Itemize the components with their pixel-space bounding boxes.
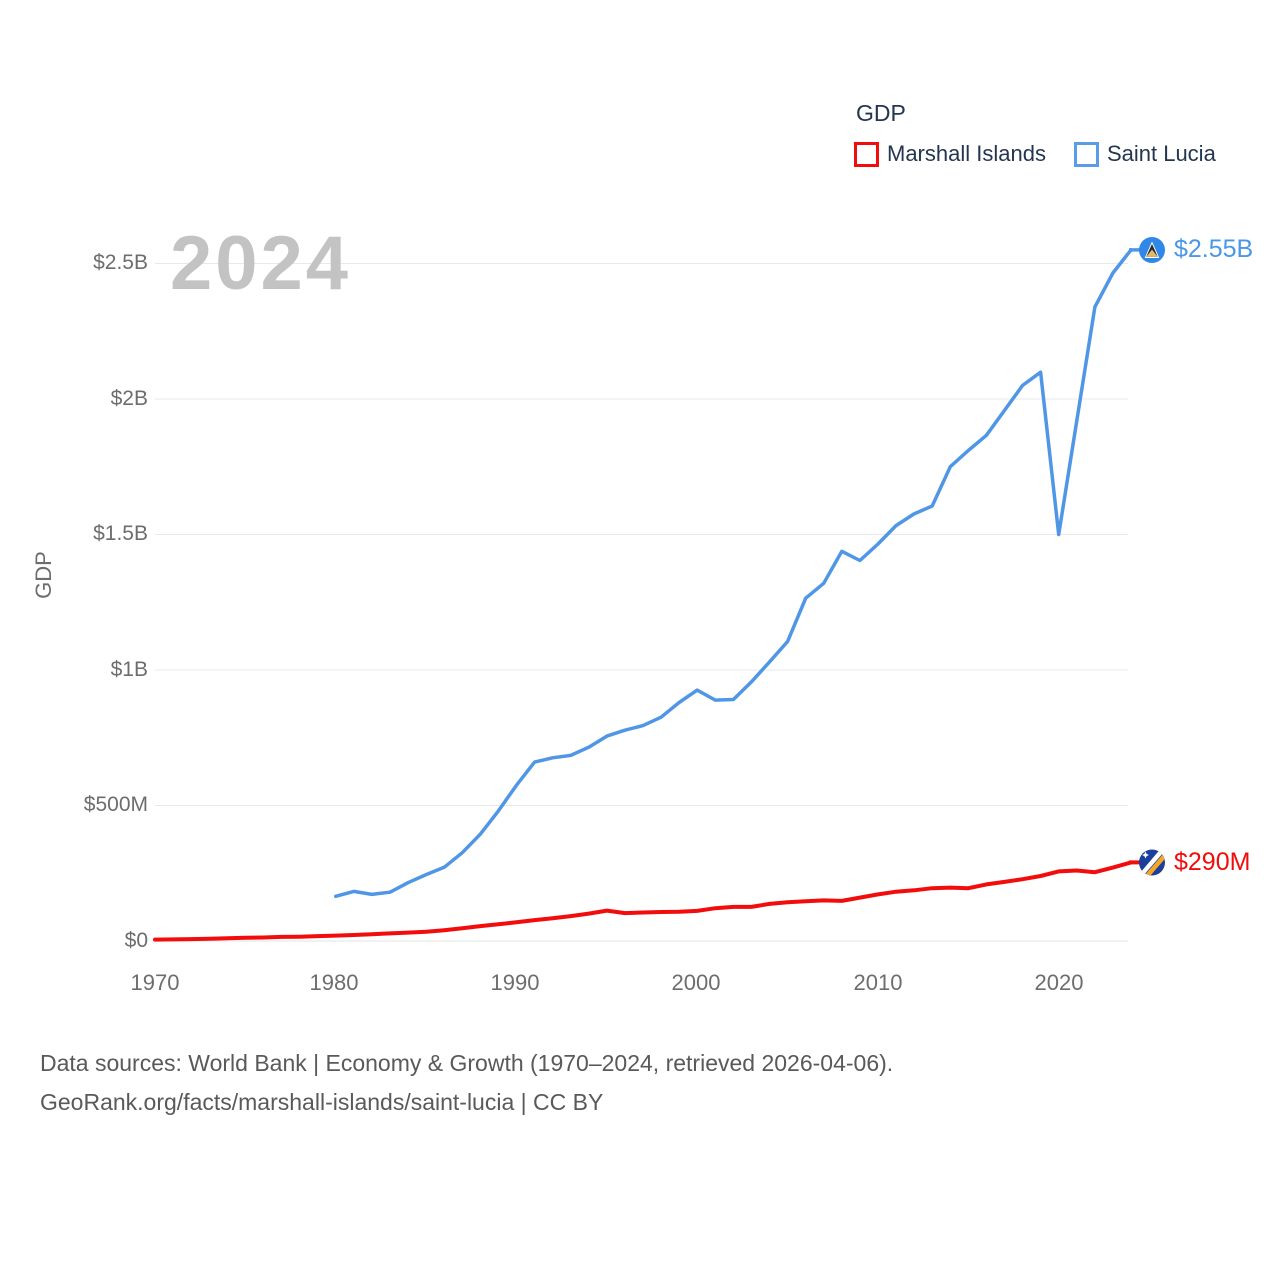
chart-title: GDP [856,100,906,126]
gridlines [155,263,1128,942]
legend-label: Marshall Islands [887,141,1046,166]
legend-item-marshall-islands[interactable]: Marshall Islands [854,141,1046,167]
attribution-footer: Data sources: World Bank | Economy & Gro… [40,1044,893,1122]
x-tick-2020: 2020 [1034,970,1084,995]
x-tick-1980: 1980 [309,970,359,995]
legend-label: Saint Lucia [1106,141,1216,166]
saint-lucia-end-value: $2.55B [1174,235,1254,263]
x-tick-1990: 1990 [490,970,540,995]
source-url-line: GeoRank.org/facts/marshall-islands/saint… [40,1089,604,1115]
saint-lucia-swatch [1073,141,1099,167]
y-tick-2-5b: $2.5B [93,251,148,274]
y-tick-2b: $2B [110,387,148,410]
y-tick-1b: $1B [110,658,148,681]
marshall-islands-flag-icon [1139,849,1165,876]
legend: Marshall Islands Saint Lucia [854,141,1216,167]
x-tick-2010: 2010 [853,970,903,995]
marshall-islands-line[interactable] [153,860,1133,942]
x-tick-2000: 2000 [671,970,721,995]
y-tick-500m: $500M [83,793,148,816]
y-tick-1-5b: $1.5B [93,522,148,545]
saint-lucia-flag-icon [1139,237,1165,263]
year-watermark: 2024 [170,221,352,306]
x-tick-1970: 1970 [130,970,180,995]
saint-lucia-line[interactable] [333,248,1133,899]
data-sources-line: Data sources: World Bank | Economy & Gro… [40,1050,894,1076]
marshall-islands-end-value: $290M [1174,848,1251,876]
marshall-islands-swatch [854,141,879,167]
y-axis-title: GDP [31,551,56,599]
legend-item-saint-lucia[interactable]: Saint Lucia [1073,141,1216,167]
y-tick-0: $0 [124,929,148,952]
